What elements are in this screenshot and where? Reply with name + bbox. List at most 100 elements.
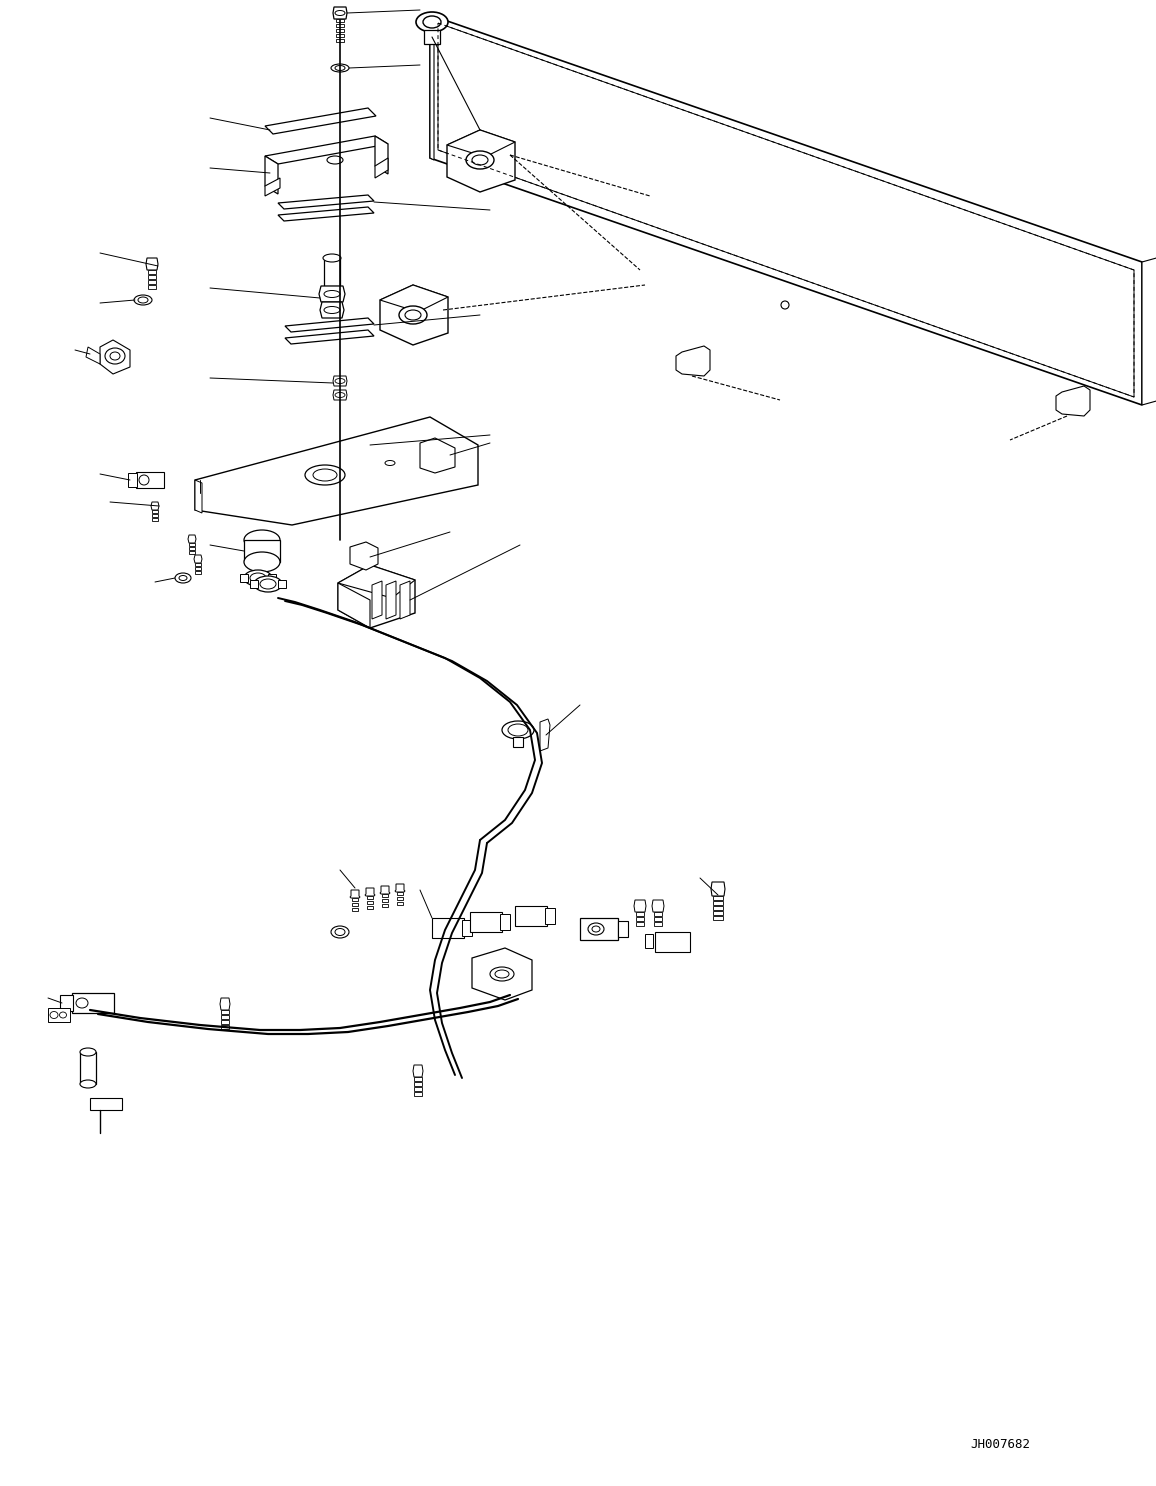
Polygon shape: [430, 15, 434, 160]
Polygon shape: [400, 581, 410, 620]
Bar: [351, 908, 358, 911]
Ellipse shape: [502, 721, 534, 739]
Bar: [366, 906, 373, 909]
Bar: [654, 912, 662, 915]
Ellipse shape: [385, 461, 395, 465]
Ellipse shape: [335, 392, 344, 397]
Bar: [221, 1015, 229, 1018]
Bar: [432, 918, 464, 938]
Ellipse shape: [175, 574, 191, 583]
Polygon shape: [350, 890, 360, 898]
Polygon shape: [286, 318, 375, 331]
Bar: [351, 903, 358, 906]
Ellipse shape: [490, 967, 514, 981]
Bar: [713, 915, 722, 920]
Bar: [655, 932, 690, 953]
Bar: [397, 892, 403, 895]
Ellipse shape: [110, 352, 120, 360]
Ellipse shape: [405, 311, 421, 319]
Ellipse shape: [588, 923, 603, 935]
Polygon shape: [86, 348, 101, 364]
Polygon shape: [333, 389, 347, 400]
Ellipse shape: [179, 575, 187, 581]
Polygon shape: [244, 539, 280, 562]
Polygon shape: [320, 302, 344, 318]
Bar: [136, 473, 164, 487]
Bar: [618, 921, 628, 938]
Polygon shape: [195, 418, 477, 525]
Bar: [713, 911, 722, 914]
Polygon shape: [265, 178, 280, 196]
Ellipse shape: [138, 297, 148, 303]
Bar: [580, 918, 618, 941]
Polygon shape: [1055, 386, 1090, 416]
Polygon shape: [380, 886, 390, 895]
Polygon shape: [195, 480, 202, 513]
Bar: [636, 921, 644, 926]
Ellipse shape: [324, 306, 340, 314]
Polygon shape: [265, 137, 388, 163]
Bar: [645, 935, 653, 948]
Ellipse shape: [305, 465, 344, 484]
Polygon shape: [424, 30, 440, 45]
Bar: [151, 514, 158, 517]
Bar: [381, 895, 388, 898]
Bar: [268, 574, 276, 583]
Polygon shape: [676, 346, 710, 376]
Bar: [501, 914, 510, 930]
Polygon shape: [447, 129, 516, 158]
Bar: [713, 901, 722, 905]
Bar: [516, 906, 547, 926]
Bar: [90, 1098, 123, 1110]
Ellipse shape: [335, 379, 344, 383]
Ellipse shape: [495, 970, 509, 978]
Ellipse shape: [139, 476, 149, 484]
Bar: [636, 917, 644, 920]
Ellipse shape: [423, 16, 440, 28]
Bar: [414, 1082, 422, 1085]
Ellipse shape: [76, 999, 88, 1008]
Polygon shape: [380, 285, 449, 312]
Polygon shape: [711, 883, 725, 896]
Polygon shape: [277, 207, 375, 221]
Polygon shape: [338, 565, 415, 629]
Ellipse shape: [244, 571, 272, 585]
Ellipse shape: [335, 10, 344, 15]
Polygon shape: [146, 259, 158, 270]
Bar: [195, 571, 201, 574]
Bar: [195, 568, 201, 571]
Ellipse shape: [313, 470, 338, 481]
Polygon shape: [350, 542, 378, 571]
Ellipse shape: [592, 926, 600, 932]
Polygon shape: [188, 535, 197, 542]
Polygon shape: [151, 502, 160, 510]
Polygon shape: [194, 554, 202, 563]
Polygon shape: [395, 884, 405, 892]
Ellipse shape: [331, 926, 349, 938]
Bar: [240, 574, 249, 583]
Polygon shape: [372, 581, 381, 620]
Polygon shape: [540, 719, 550, 750]
Ellipse shape: [324, 290, 340, 297]
Ellipse shape: [472, 155, 488, 165]
Bar: [513, 737, 523, 747]
Polygon shape: [333, 376, 347, 386]
Bar: [397, 898, 403, 901]
Ellipse shape: [105, 348, 125, 364]
Bar: [128, 473, 138, 487]
Ellipse shape: [260, 580, 276, 588]
Bar: [188, 551, 195, 554]
Bar: [470, 912, 502, 932]
Ellipse shape: [50, 1012, 58, 1018]
Bar: [414, 1092, 422, 1095]
Polygon shape: [338, 583, 370, 629]
Polygon shape: [286, 330, 375, 343]
Bar: [277, 580, 286, 588]
Polygon shape: [265, 156, 277, 195]
Bar: [636, 912, 644, 915]
Bar: [151, 510, 158, 513]
Bar: [366, 901, 373, 903]
Bar: [336, 30, 344, 33]
Bar: [148, 285, 156, 288]
Bar: [221, 1019, 229, 1024]
